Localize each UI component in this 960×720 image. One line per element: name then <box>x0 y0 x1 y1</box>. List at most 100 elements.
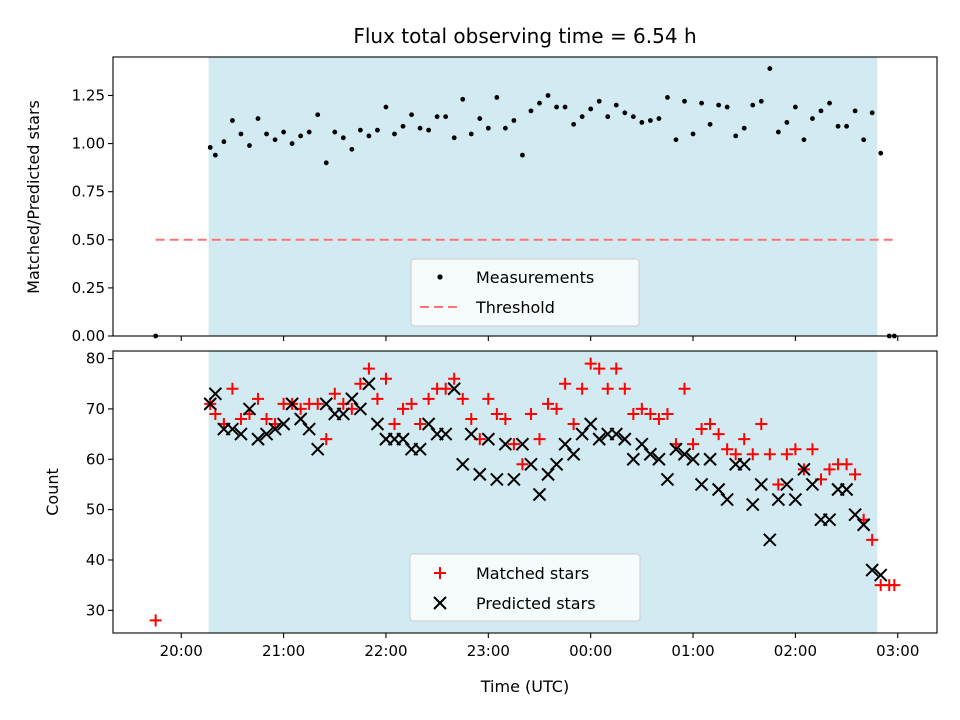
measurement-point <box>281 129 287 135</box>
measurement-point <box>468 131 474 137</box>
predicted-star-point <box>302 422 316 436</box>
predicted-star-point <box>421 417 436 431</box>
y-tick-label: 0.50 <box>72 231 105 249</box>
predicted-star-point <box>618 432 632 446</box>
y-tick-label: 0.00 <box>72 327 105 345</box>
predicted-star-point <box>532 487 547 502</box>
measurement-point <box>665 95 670 100</box>
predicted-star-point <box>259 427 274 441</box>
predicted-star-point <box>558 437 572 451</box>
predicted-star-point <box>464 427 478 441</box>
predicted-star-point <box>311 442 325 456</box>
matched-star-point <box>789 443 802 456</box>
matched-star-point <box>260 412 273 425</box>
measurement-point <box>230 118 235 123</box>
predicted-star-point <box>856 518 871 532</box>
x-tick-label: 23:00 <box>467 642 510 660</box>
matched-star-point <box>618 382 631 395</box>
matched-star-point <box>149 614 162 627</box>
measurement-point <box>699 100 704 106</box>
top-legend-box <box>410 258 640 327</box>
measurement-point <box>520 152 525 158</box>
measurement-point <box>426 127 432 133</box>
predicted-star-point <box>839 482 854 497</box>
matched-star-point <box>849 468 862 481</box>
predicted-star-point <box>285 397 299 411</box>
measurement-point <box>323 160 329 166</box>
measurement-point <box>315 112 321 118</box>
predicted-star-point <box>703 452 717 466</box>
predicted-star-point <box>498 437 513 451</box>
predicted-star-point <box>763 533 777 547</box>
predicted-star-point <box>438 427 453 441</box>
matched-star-point <box>687 438 700 451</box>
matched-star-point <box>482 392 495 405</box>
legend-measurements-marker <box>437 274 443 280</box>
measurement-point <box>801 137 807 143</box>
x-tick-label: 00:00 <box>569 642 612 660</box>
measurement-point <box>562 104 568 110</box>
measurement-point <box>869 110 875 116</box>
predicted-star-point <box>711 482 726 497</box>
predicted-star-point <box>524 457 538 472</box>
predicted-star-point <box>336 407 351 421</box>
predicted-star-point <box>848 507 862 522</box>
matched-star-point <box>695 423 708 436</box>
matched-star-point <box>371 392 384 405</box>
measurement-point <box>357 127 363 133</box>
matched-star-point <box>448 372 461 385</box>
matched-star-point <box>840 458 853 471</box>
matched-star-point <box>610 362 623 375</box>
predicted-star-point <box>549 457 564 472</box>
y-tick-label: 0.25 <box>72 279 105 297</box>
predicted-star-point <box>865 563 879 577</box>
legend-predicted-marker <box>433 596 447 610</box>
predicted-star-point <box>413 442 427 456</box>
measurement-point <box>758 98 764 104</box>
measurement-point <box>306 129 312 135</box>
matched-star-point <box>507 438 520 451</box>
matched-star-point <box>635 402 648 415</box>
matched-star-point <box>738 433 751 446</box>
matched-star-point <box>823 463 836 476</box>
predicted-star-point <box>788 492 803 507</box>
measurement-point <box>818 108 824 114</box>
predicted-star-point <box>203 397 217 411</box>
measurement-point <box>878 150 884 156</box>
matched-star-point <box>567 418 580 431</box>
matched-star-point <box>328 387 341 400</box>
measurement-point <box>383 104 389 110</box>
measurement-point <box>596 98 602 104</box>
x-tick-label: 20:00 <box>160 642 203 660</box>
y-tick-label: 70 <box>86 400 105 418</box>
bottom-marks <box>149 357 901 627</box>
measurement-point <box>247 143 252 148</box>
matched-star-point <box>593 362 606 375</box>
measurement-point <box>656 116 662 121</box>
measurement-point <box>605 114 611 120</box>
matched-star-point <box>516 458 529 471</box>
predicted-star-point <box>797 462 811 477</box>
measurement-point <box>332 129 338 135</box>
measurement-point <box>375 127 380 133</box>
measurement-point <box>767 66 773 71</box>
top-y-ticks: 0.00 0.25 0.50 0.75 1.00 1.25 <box>72 86 113 345</box>
y-tick-label: 80 <box>86 350 105 368</box>
predicted-star-point <box>251 432 265 446</box>
legend-matched-label: Matched stars <box>476 564 589 583</box>
predicted-star-point <box>746 497 760 512</box>
matched-star-point <box>772 478 785 491</box>
predicted-star-point <box>490 472 504 487</box>
chart-title: Flux total observing time = 6.54 h <box>353 24 696 48</box>
matched-star-point <box>362 362 375 375</box>
matched-star-point <box>542 397 555 410</box>
matched-star-point <box>866 533 879 546</box>
matched-star-point <box>490 407 503 420</box>
measurement-point <box>494 95 500 100</box>
predicted-star-point <box>805 477 820 492</box>
predicted-star-point <box>686 452 700 466</box>
predicted-star-point <box>575 427 589 441</box>
measurement-point <box>588 106 594 112</box>
bottom-legend: Matched stars Predicted stars <box>409 553 641 622</box>
